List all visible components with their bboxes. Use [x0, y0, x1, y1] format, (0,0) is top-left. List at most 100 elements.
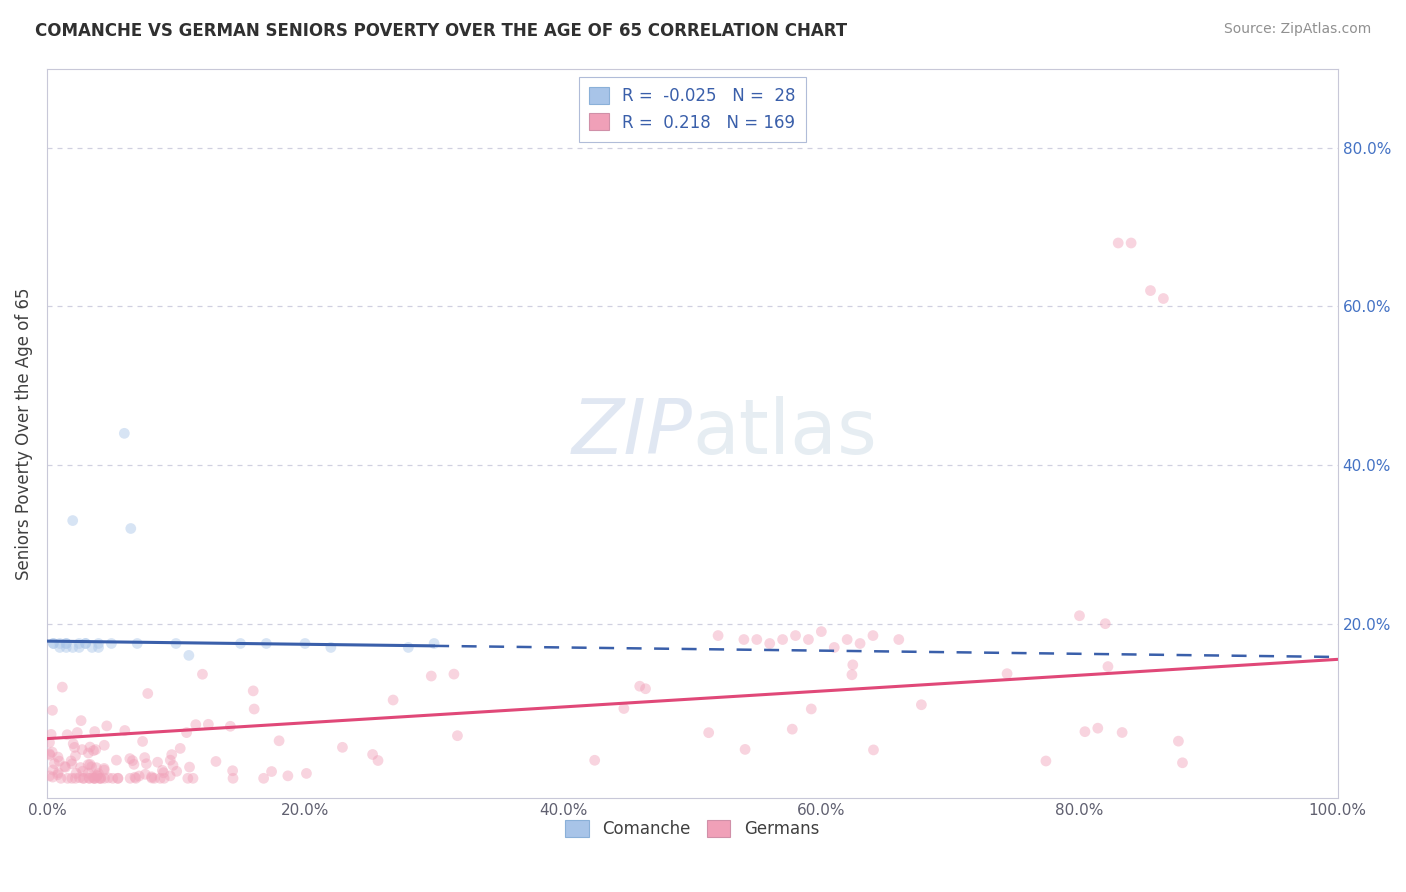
Point	[842, 657, 865, 672]
Point	[65, 766, 87, 780]
Point	[87, 766, 110, 780]
Point	[39, 727, 62, 741]
Text: COMANCHE VS GERMAN SENIORS POVERTY OVER THE AGE OF 65 CORRELATION CHART: COMANCHE VS GERMAN SENIORS POVERTY OVER …	[35, 22, 848, 40]
Point	[77, 746, 100, 760]
Point	[72, 764, 94, 779]
Point	[53, 759, 76, 773]
Point	[1152, 292, 1174, 306]
Point	[733, 632, 755, 647]
Point	[70, 742, 93, 756]
Point	[849, 636, 872, 650]
Point	[107, 772, 129, 786]
Point	[205, 755, 228, 769]
Point	[77, 771, 100, 785]
Point	[46, 750, 69, 764]
Point	[1119, 235, 1142, 250]
Point	[810, 624, 832, 639]
Point	[634, 681, 657, 696]
Point	[83, 772, 105, 786]
Point	[254, 636, 277, 650]
Point	[319, 640, 342, 655]
Point	[141, 771, 163, 785]
Point	[46, 768, 69, 782]
Point	[243, 702, 266, 716]
Point	[96, 719, 118, 733]
Point	[107, 772, 129, 786]
Point	[93, 763, 115, 777]
Point	[97, 771, 120, 785]
Point	[707, 629, 730, 643]
Point	[42, 636, 65, 650]
Point	[62, 737, 84, 751]
Point	[1107, 235, 1129, 250]
Point	[800, 702, 823, 716]
Point	[38, 735, 60, 749]
Point	[62, 514, 84, 528]
Point	[160, 747, 183, 762]
Point	[128, 769, 150, 783]
Point	[67, 640, 90, 655]
Point	[134, 767, 156, 781]
Point	[55, 760, 77, 774]
Point	[120, 772, 142, 786]
Point	[69, 771, 91, 785]
Point	[101, 772, 124, 786]
Point	[361, 747, 384, 762]
Point	[42, 763, 65, 777]
Point	[166, 764, 188, 779]
Point	[1171, 756, 1194, 770]
Point	[191, 667, 214, 681]
Point	[420, 669, 443, 683]
Point	[887, 632, 910, 647]
Point	[260, 764, 283, 779]
Point	[295, 766, 318, 780]
Point	[1167, 734, 1189, 748]
Point	[165, 636, 187, 650]
Point	[73, 772, 96, 786]
Point	[46, 765, 69, 780]
Point	[583, 753, 606, 767]
Point	[382, 693, 405, 707]
Point	[423, 636, 446, 650]
Point	[131, 734, 153, 748]
Point	[153, 772, 176, 786]
Point	[60, 756, 83, 771]
Point	[443, 667, 465, 681]
Point	[80, 760, 103, 774]
Point	[177, 648, 200, 663]
Point	[745, 632, 768, 647]
Point	[87, 636, 110, 650]
Point	[862, 629, 884, 643]
Point	[79, 772, 101, 786]
Legend: Comanche, Germans: Comanche, Germans	[558, 813, 825, 845]
Point	[100, 636, 122, 650]
Point	[77, 766, 100, 780]
Point	[277, 769, 299, 783]
Point	[697, 725, 720, 739]
Point	[294, 636, 316, 650]
Point	[1035, 754, 1057, 768]
Point	[253, 772, 276, 786]
Point	[1097, 659, 1119, 673]
Point	[1069, 608, 1091, 623]
Point	[79, 740, 101, 755]
Point	[780, 722, 803, 736]
Point	[86, 761, 108, 775]
Point	[49, 772, 72, 786]
Point	[93, 739, 115, 753]
Point	[90, 772, 112, 786]
Point	[242, 684, 264, 698]
Point	[118, 751, 141, 765]
Point	[613, 701, 636, 715]
Point	[176, 725, 198, 739]
Point	[93, 772, 115, 786]
Point	[837, 632, 859, 647]
Point	[89, 772, 111, 786]
Point	[55, 636, 77, 650]
Point	[56, 772, 79, 786]
Point	[1087, 721, 1109, 735]
Point	[159, 753, 181, 767]
Point	[86, 768, 108, 782]
Point	[38, 769, 60, 783]
Point	[367, 754, 389, 768]
